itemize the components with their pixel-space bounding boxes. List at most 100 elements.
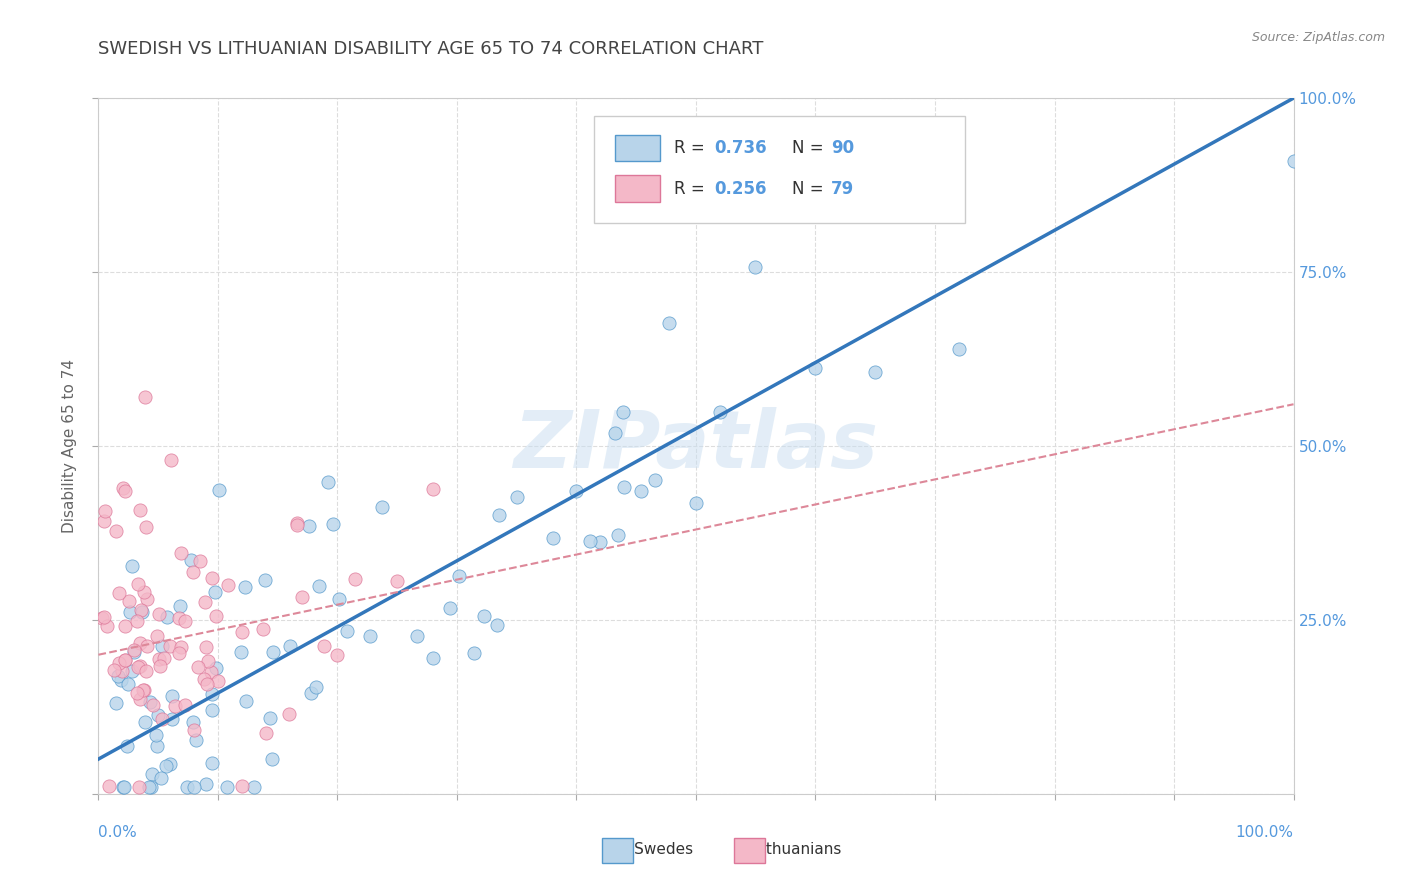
Point [472, 609, 495, 624]
Point [218, 578, 240, 592]
Point [541, 531, 564, 545]
Text: SWEDISH VS LITHUANIAN DISABILITY AGE 65 TO 74 CORRELATION CHART: SWEDISH VS LITHUANIAN DISABILITY AGE 65 … [98, 40, 763, 58]
Point [589, 534, 612, 549]
Point [160, 712, 183, 726]
Point [254, 573, 277, 587]
Point [207, 673, 229, 688]
Point [97, 780, 120, 794]
Point [149, 772, 172, 786]
Point [148, 607, 170, 621]
Text: 90: 90 [831, 139, 853, 157]
Point [193, 672, 215, 686]
Point [165, 699, 187, 714]
Point [139, 695, 162, 709]
Point [278, 639, 301, 653]
Point [146, 629, 169, 643]
Point [630, 483, 652, 498]
Point [173, 698, 195, 713]
Point [235, 580, 257, 594]
Point [135, 520, 157, 534]
Point [863, 365, 887, 379]
Point [104, 696, 127, 710]
Point [385, 574, 409, 589]
Point [108, 656, 131, 670]
Point [328, 591, 350, 606]
Point [103, 663, 125, 677]
Point [129, 602, 152, 616]
Point [422, 651, 444, 665]
Point [506, 491, 529, 505]
Point [359, 629, 381, 643]
Point [149, 659, 172, 673]
Point [174, 615, 197, 629]
Point [439, 600, 461, 615]
Point [200, 665, 222, 679]
Point [125, 686, 148, 700]
Point [145, 728, 167, 742]
Point [112, 780, 135, 794]
Point [658, 316, 681, 330]
Point [148, 652, 170, 666]
Point [613, 480, 636, 494]
Point [322, 517, 344, 532]
Point [122, 643, 145, 657]
Point [1282, 153, 1305, 168]
Point [111, 664, 134, 678]
Point [316, 475, 339, 490]
Point [299, 685, 322, 699]
Point [135, 665, 157, 679]
Point [195, 640, 218, 654]
Point [176, 780, 198, 794]
Point [204, 585, 226, 599]
Point [93, 609, 115, 624]
Point [107, 669, 129, 683]
Point [134, 584, 156, 599]
Point [159, 639, 181, 653]
Point [201, 687, 224, 701]
Point [118, 606, 141, 620]
Point [159, 757, 181, 772]
Point [152, 651, 174, 665]
Point [169, 599, 191, 613]
Text: 0.0%: 0.0% [98, 825, 138, 840]
Point [115, 739, 138, 754]
Point [485, 617, 508, 632]
Point [326, 648, 349, 662]
Point [142, 698, 165, 712]
Point [129, 658, 152, 673]
Point [605, 425, 627, 440]
Point [129, 636, 152, 650]
Point [112, 481, 135, 495]
Point [205, 661, 228, 675]
Text: Swedes: Swedes [600, 842, 693, 856]
Point [612, 405, 634, 419]
Point [136, 591, 159, 606]
Point [134, 683, 156, 698]
Point [252, 622, 274, 636]
Point [343, 572, 366, 586]
Point [195, 677, 218, 691]
Point [336, 624, 359, 638]
Point [449, 568, 471, 582]
Point [127, 576, 149, 591]
Point [262, 645, 284, 659]
Point [205, 609, 228, 624]
Point [132, 683, 155, 698]
Point [129, 691, 152, 706]
Point [308, 579, 330, 593]
Point [183, 780, 205, 794]
FancyBboxPatch shape [614, 135, 661, 161]
Point [312, 639, 335, 653]
Point [235, 694, 257, 708]
Point [138, 780, 160, 794]
Point [169, 640, 191, 655]
Point [167, 646, 190, 660]
Point [194, 595, 217, 609]
Text: N =: N = [792, 179, 828, 197]
Point [146, 707, 169, 722]
Point [277, 707, 299, 722]
Point [187, 660, 209, 674]
Point [305, 680, 328, 694]
Point [948, 342, 970, 356]
Point [254, 726, 277, 740]
